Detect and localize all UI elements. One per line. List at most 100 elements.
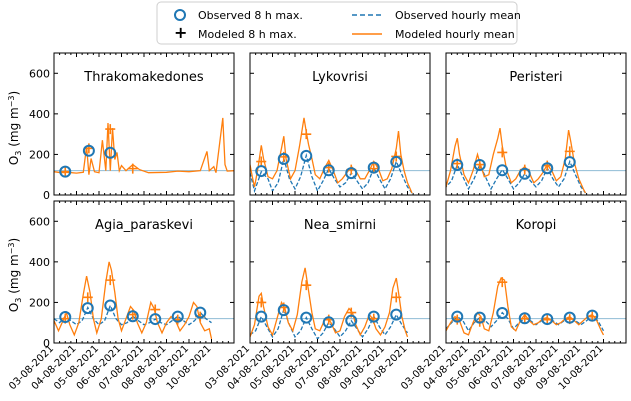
panel-title: Lykovrisi <box>312 70 368 85</box>
panel-title: Thrakomakedones <box>83 70 204 85</box>
observed-8h-max-point <box>104 299 117 312</box>
observed-8h-max-point <box>322 316 335 329</box>
modeled-8h-max-point <box>256 297 267 308</box>
observed-8h-max-point <box>451 310 464 323</box>
observed-8h-max-point <box>496 306 509 319</box>
legend-observed-mean-label: Observed hourly mean <box>395 9 521 22</box>
y-tick-label: 400 <box>29 256 50 269</box>
y-label-exp: −3 <box>7 243 16 255</box>
observed-8h-max-point <box>277 152 290 165</box>
modeled-8h-max-point <box>474 159 485 170</box>
y-axis-label-bottom: O3 (mg m−3) <box>7 238 23 312</box>
observed-8h-max-point <box>255 310 268 323</box>
modeled-8h-max-point <box>150 304 161 315</box>
modeled-8h-max-point <box>301 280 312 291</box>
y-tick-label: 0 <box>43 189 50 202</box>
panel-thrakomakedones: 0 200 400 600 Thrakomakedones <box>29 52 235 202</box>
observed-8h-max-point <box>563 311 576 324</box>
y-axis-label-top: O3 (mg m−3) <box>7 91 23 165</box>
modeled-8h-max-point <box>497 277 508 288</box>
observed-8h-max-point <box>345 167 358 180</box>
y-tick-label: 400 <box>29 108 50 121</box>
observed-8h-max-point <box>300 149 313 162</box>
panel-title: Agia_paraskevi <box>95 218 193 233</box>
panel-peristeri: Peristeri <box>445 52 627 196</box>
modeled-hourly-mean-series <box>54 261 213 340</box>
y-tick-label: 600 <box>29 215 50 228</box>
observed-hourly-mean-series <box>250 152 413 194</box>
y-tick-label: 200 <box>29 148 50 161</box>
modeled-hourly-mean-series <box>250 117 413 194</box>
modeled-8h-max-point <box>391 292 402 303</box>
observed-8h-max-point <box>322 164 335 177</box>
observed-8h-max-point <box>586 309 599 322</box>
observed-8h-max-point <box>81 302 94 315</box>
observed-8h-max-point <box>255 165 268 178</box>
observed-8h-max-point <box>367 161 380 174</box>
legend: Observed 8 h max. + Modeled 8 h max. Obs… <box>156 1 521 45</box>
y-label-sub: 3 <box>14 151 23 156</box>
observed-8h-max-point <box>563 156 576 169</box>
y-tick-label: 200 <box>29 296 50 309</box>
y-label-o: O <box>7 303 21 312</box>
legend-observed-max-marker <box>174 9 186 21</box>
modeled-hourly-mean-series <box>446 127 587 194</box>
y-label-o: O <box>7 156 21 165</box>
observed-8h-max-point <box>473 158 486 171</box>
observed-8h-max-point <box>59 311 72 324</box>
y-label-unit: (mg m <box>7 254 21 294</box>
observed-8h-max-point <box>518 167 531 180</box>
modeled-8h-max-point <box>60 166 71 177</box>
panel-nea-smirni: 03-08-202104-08-202105-08-202106-08-2021… <box>203 200 431 392</box>
observed-8h-max-point <box>59 165 72 178</box>
y-label-unit: (mg m <box>7 107 21 147</box>
panel-title: Koropi <box>516 218 557 233</box>
legend-modeled-max-label: Modeled 8 h max. <box>198 28 297 41</box>
legend-modeled-max-marker: + <box>174 23 187 42</box>
modeled-8h-max-point <box>542 314 553 325</box>
modeled-8h-max-point <box>497 147 508 158</box>
observed-8h-max-point <box>390 155 403 168</box>
observed-8h-max-point <box>451 158 464 171</box>
observed-8h-max-point <box>126 310 139 323</box>
y-label-close: ) <box>7 91 21 96</box>
legend-frame <box>156 1 518 45</box>
observed-8h-max-point <box>473 311 486 324</box>
modeled-8h-max-point <box>105 124 116 135</box>
modeled-8h-max-point <box>105 275 116 286</box>
y-label-close: ) <box>7 238 21 243</box>
panel-title: Nea_smirni <box>304 218 376 233</box>
observed-8h-max-point <box>194 306 207 319</box>
modeled-hourly-mean-series <box>446 277 605 336</box>
panel-lykovrisi: Lykovrisi <box>249 52 431 196</box>
legend-observed-max-label: Observed 8 h max. <box>198 9 303 22</box>
observed-8h-max-point <box>541 313 554 326</box>
modeled-8h-max-point <box>564 146 575 157</box>
observed-8h-max-point <box>541 162 554 175</box>
modeled-hourly-mean-series <box>54 117 234 175</box>
panel-title: Peristeri <box>509 70 562 85</box>
modeled-8h-max-point <box>519 313 530 324</box>
observed-8h-max-point <box>149 313 162 326</box>
y-label-exp: −3 <box>7 96 16 108</box>
modeled-8h-max-point <box>82 292 93 303</box>
observed-8h-max-point <box>345 314 358 327</box>
modeled-8h-max-point <box>127 163 138 174</box>
modeled-8h-max-point <box>256 156 267 167</box>
y-tick-label: 600 <box>29 67 50 80</box>
y-tick-label: 0 <box>43 337 50 350</box>
observed-8h-max-point <box>496 164 509 177</box>
observed-8h-max-point <box>104 146 117 159</box>
legend-modeled-mean-label: Modeled hourly mean <box>395 28 515 41</box>
panels: 0 200 400 600 Thrakomakedones Lykovrisi Perist… <box>7 52 627 392</box>
modeled-8h-max-point <box>301 129 312 140</box>
observed-8h-max-point <box>300 311 313 324</box>
observed-8h-max-point <box>82 144 95 157</box>
observed-8h-max-point <box>390 308 403 321</box>
observed-8h-max-point <box>367 310 380 323</box>
y-label-sub: 3 <box>14 298 23 303</box>
panel-koropi: 03-08-202104-08-202105-08-202106-08-2021… <box>399 200 627 392</box>
observed-8h-max-point <box>277 304 290 317</box>
observed-hourly-mean-series <box>446 159 587 194</box>
